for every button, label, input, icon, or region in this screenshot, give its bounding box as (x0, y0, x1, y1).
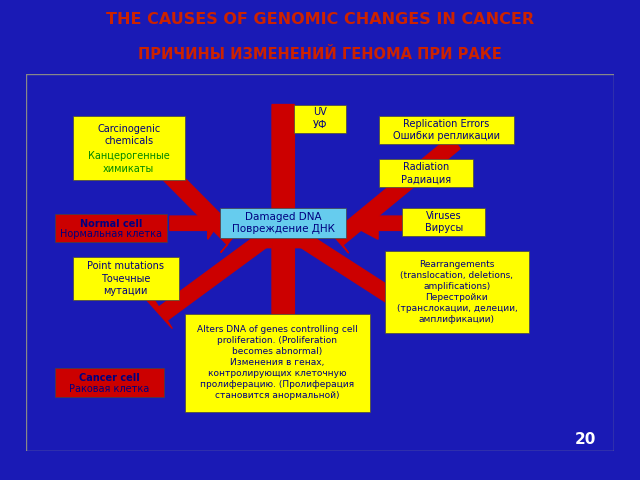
Text: 20: 20 (574, 432, 596, 447)
Polygon shape (170, 207, 218, 239)
FancyBboxPatch shape (73, 116, 184, 180)
Polygon shape (132, 136, 254, 252)
FancyBboxPatch shape (294, 105, 346, 133)
Text: Replication Errors
Ошибки репликации: Replication Errors Ошибки репликации (393, 119, 500, 141)
Text: Rearrangements
(translocation, deletions,
amplifications)
Перестройки
(транслока: Rearrangements (translocation, deletions… (397, 260, 517, 324)
Text: Нормальная клетка: Нормальная клетка (60, 229, 162, 239)
Polygon shape (258, 238, 308, 342)
Polygon shape (140, 232, 269, 329)
Text: Alters DNA of genes controlling cell
proliferation. (Proliferation
becomes abnor: Alters DNA of genes controlling cell pro… (197, 325, 358, 400)
Polygon shape (348, 207, 485, 239)
Text: Канцерогенные
химикаты: Канцерогенные химикаты (88, 151, 170, 174)
Text: Раковая клетка: Раковая клетка (69, 384, 150, 394)
Text: Carcinogenic
chemicals: Carcinogenic chemicals (97, 124, 160, 146)
FancyBboxPatch shape (184, 313, 370, 412)
Text: Viruses
Вирусы: Viruses Вирусы (424, 211, 463, 233)
FancyBboxPatch shape (220, 208, 346, 238)
Text: UV
УФ: UV УФ (313, 108, 327, 130)
FancyBboxPatch shape (403, 208, 485, 237)
Text: Normal cell: Normal cell (80, 219, 142, 228)
FancyBboxPatch shape (55, 368, 164, 396)
Polygon shape (297, 231, 444, 329)
Polygon shape (313, 136, 460, 253)
FancyBboxPatch shape (385, 252, 529, 333)
Text: Cancer cell: Cancer cell (79, 373, 140, 383)
Text: ПРИЧИНЫ ИЗМЕНЕНИЙ ГЕНОМА ПРИ РАКЕ: ПРИЧИНЫ ИЗМЕНЕНИЙ ГЕНОМА ПРИ РАКЕ (138, 47, 502, 62)
FancyBboxPatch shape (379, 116, 515, 144)
FancyBboxPatch shape (379, 159, 473, 188)
Polygon shape (258, 105, 308, 248)
Text: Radiation
Радиация: Radiation Радиация (401, 162, 451, 184)
Text: Damaged DNA
Повреждение ДНК: Damaged DNA Повреждение ДНК (232, 212, 335, 234)
Text: THE CAUSES OF GENOMIC CHANGES IN CANCER: THE CAUSES OF GENOMIC CHANGES IN CANCER (106, 12, 534, 27)
FancyBboxPatch shape (73, 257, 179, 300)
Text: Point mutations
Точечные
мутации: Point mutations Точечные мутации (87, 262, 164, 296)
FancyBboxPatch shape (55, 214, 167, 242)
